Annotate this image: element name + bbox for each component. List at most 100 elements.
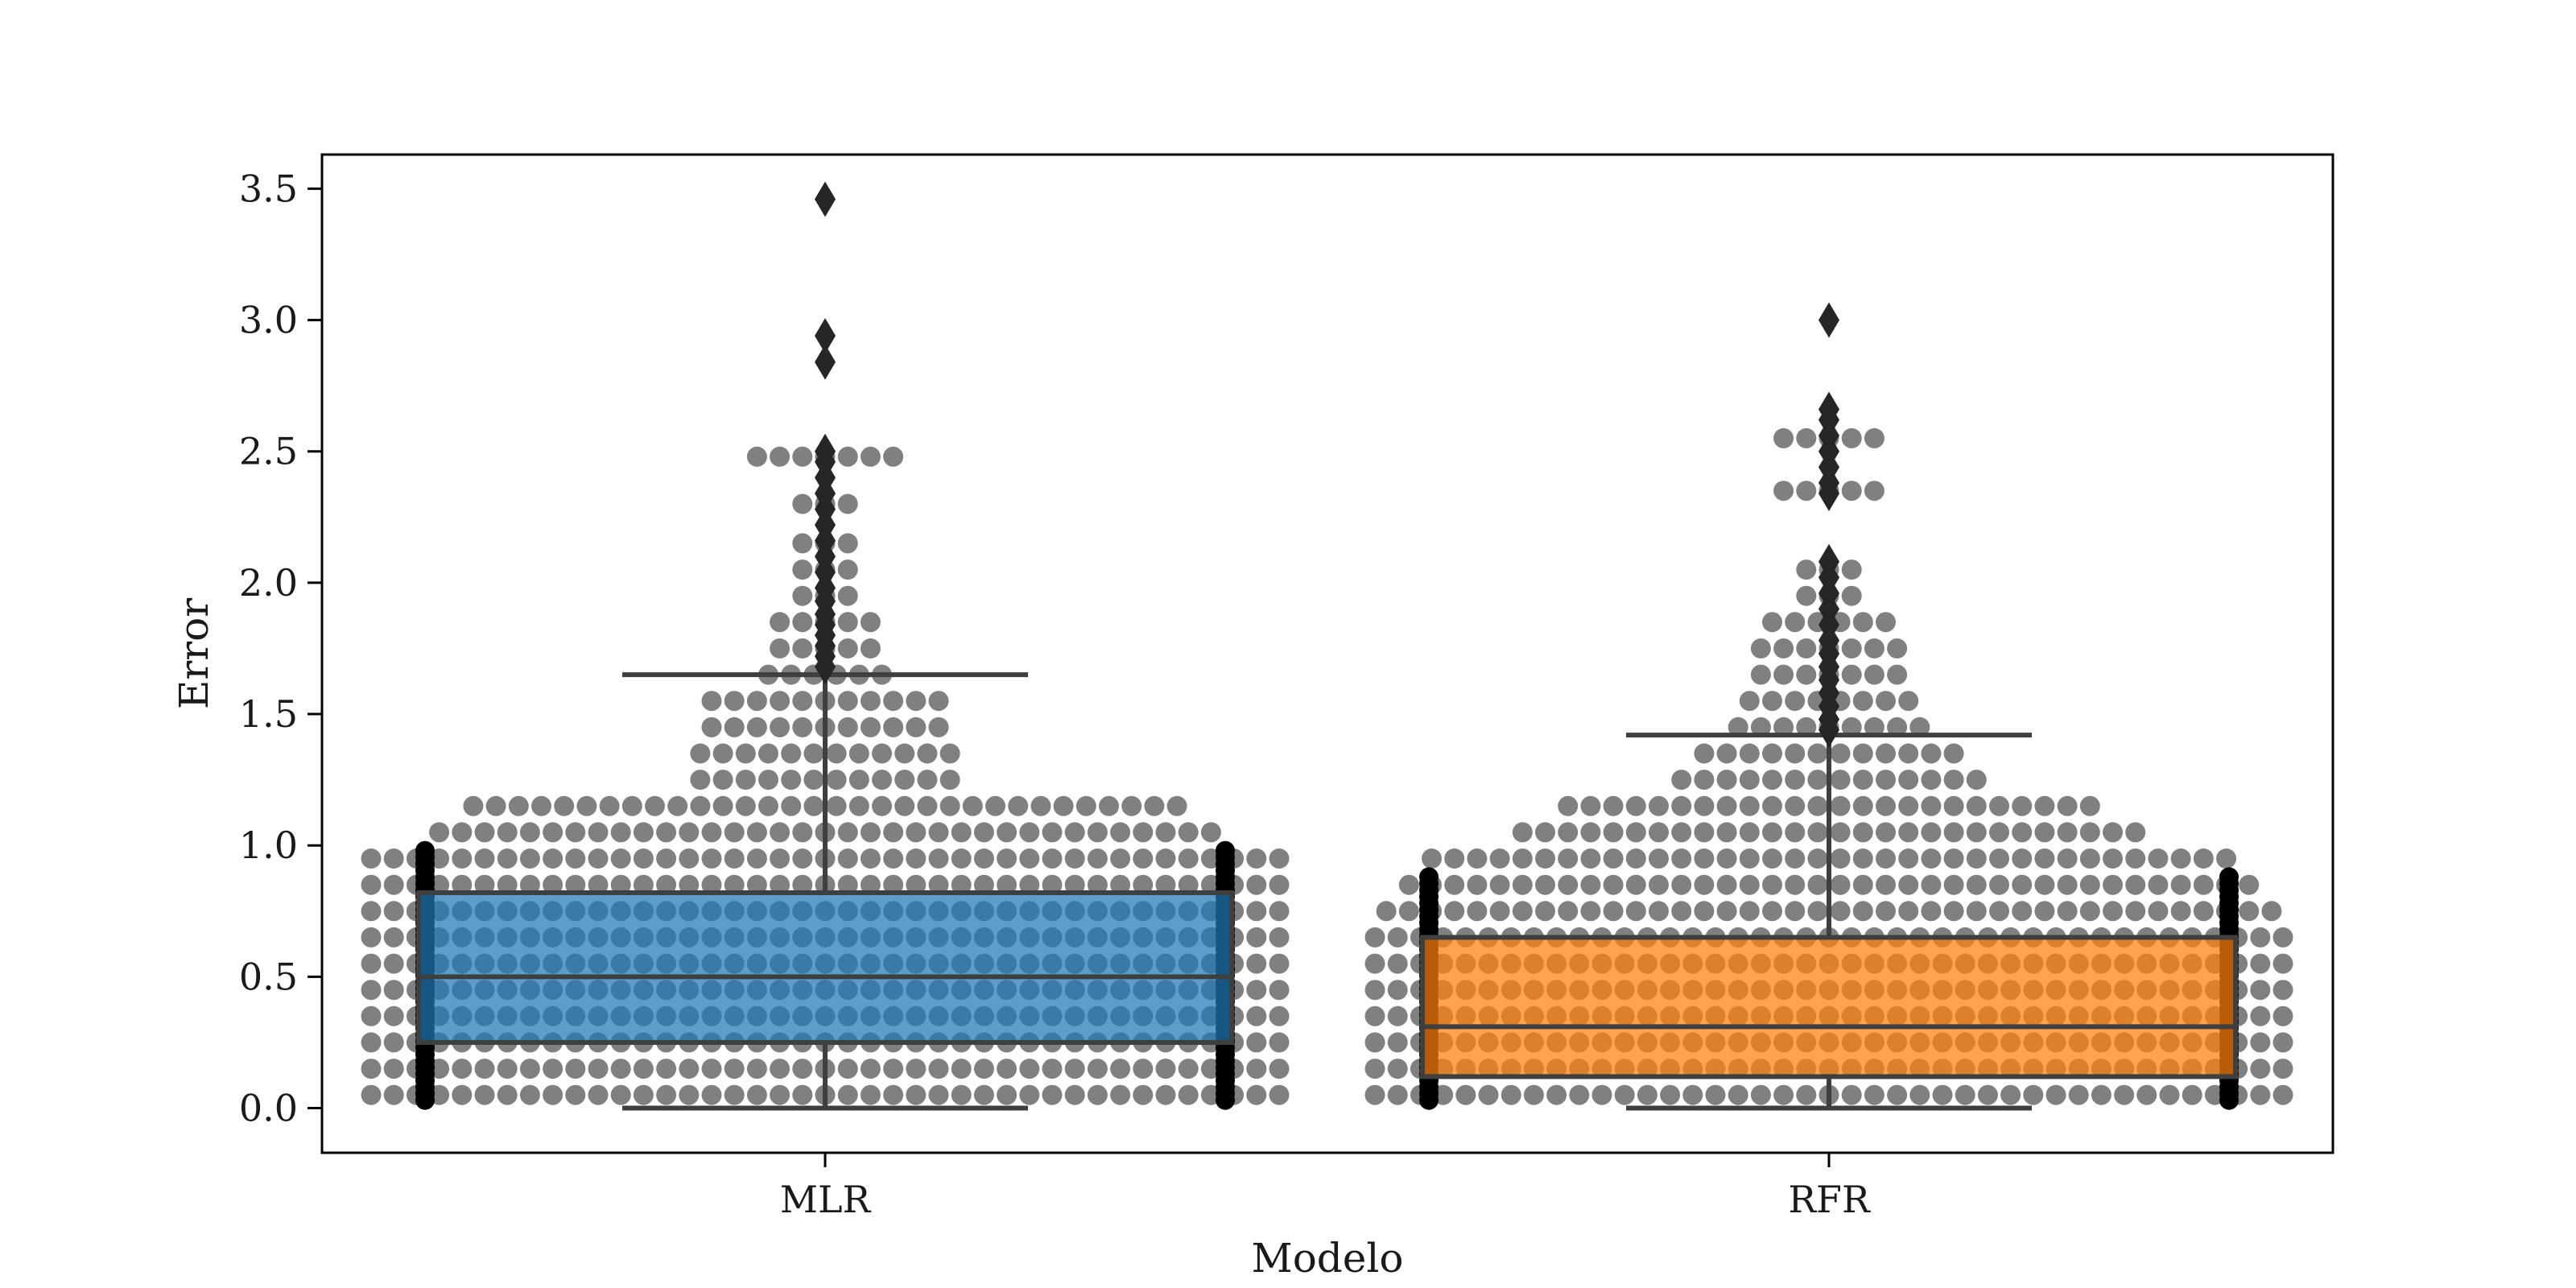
swarm-point bbox=[860, 691, 881, 712]
swarm-point bbox=[883, 822, 904, 843]
swarm-point bbox=[610, 848, 631, 869]
swarm-point bbox=[1269, 901, 1290, 922]
swarm-point bbox=[837, 638, 858, 658]
swarm-point bbox=[667, 795, 688, 816]
swarm-point bbox=[2103, 874, 2123, 895]
swarm-point bbox=[906, 716, 927, 737]
swarm-point bbox=[1110, 848, 1131, 869]
swarm-point bbox=[826, 795, 847, 816]
swarm-point bbox=[679, 848, 700, 869]
swarm-point bbox=[1762, 874, 1782, 895]
swarm-point bbox=[1246, 874, 1267, 895]
swarm-point bbox=[1649, 822, 1669, 843]
swarm-point bbox=[383, 927, 404, 947]
swarm-point bbox=[1133, 1059, 1154, 1080]
swarm-point bbox=[1376, 901, 1397, 922]
swarm-point bbox=[837, 691, 858, 712]
swarm-point bbox=[1110, 874, 1131, 895]
swarm-point bbox=[1269, 1059, 1290, 1080]
swarm-point bbox=[1898, 691, 1919, 712]
swarm-point bbox=[2012, 901, 2033, 922]
swarm-point bbox=[1716, 795, 1737, 816]
swarm-point bbox=[1042, 822, 1063, 843]
swarm-point bbox=[2273, 1005, 2293, 1026]
swarm-point bbox=[679, 1084, 700, 1105]
swarm-point bbox=[1773, 716, 1794, 737]
swarm-point bbox=[519, 848, 540, 869]
swarm-point bbox=[1478, 1084, 1499, 1105]
swarm-point bbox=[543, 848, 564, 869]
swarm-point bbox=[1909, 1084, 1930, 1105]
swarm-point bbox=[565, 1084, 586, 1105]
swarm-point bbox=[792, 638, 813, 658]
swarm-point bbox=[610, 1084, 631, 1105]
swarm-point bbox=[1030, 795, 1051, 816]
swarm-point bbox=[2250, 1059, 2271, 1080]
swarm-point bbox=[746, 716, 767, 737]
swarm-point bbox=[1155, 848, 1176, 869]
swarm-point bbox=[1200, 822, 1221, 843]
swarm-point bbox=[2091, 1084, 2112, 1105]
swarm-point bbox=[883, 1084, 904, 1105]
swarm-point bbox=[1133, 822, 1154, 843]
swarm-point bbox=[1166, 795, 1187, 816]
swarm-point bbox=[1649, 848, 1669, 869]
swarm-point bbox=[565, 822, 586, 843]
outlier-marker bbox=[1818, 543, 1839, 580]
swarm-point bbox=[1852, 743, 1873, 764]
swarm-point bbox=[1535, 822, 1555, 843]
swarm-point bbox=[1694, 770, 1715, 791]
swarm-point bbox=[928, 848, 949, 869]
swarm-point bbox=[497, 1084, 518, 1105]
swarm-point bbox=[1155, 822, 1176, 843]
swarm-point bbox=[1841, 1084, 1862, 1105]
swarm-point bbox=[792, 559, 813, 580]
swarm-point bbox=[2148, 901, 2169, 922]
swarm-point bbox=[746, 691, 767, 712]
swarm-point bbox=[792, 822, 813, 843]
swarm-point bbox=[781, 795, 802, 816]
swarm-point bbox=[1989, 795, 2009, 816]
swarm-point bbox=[1864, 427, 1885, 448]
swarm-point bbox=[531, 795, 551, 816]
swarm-point bbox=[610, 874, 631, 895]
swarm-point bbox=[928, 1059, 949, 1080]
swarm-point bbox=[1785, 874, 1806, 895]
outlier-marker bbox=[1818, 302, 1839, 338]
x-tick-label: MLR bbox=[780, 1178, 872, 1221]
swarm-point bbox=[872, 770, 892, 791]
swarm-point bbox=[1705, 1084, 1726, 1105]
swarm-point bbox=[1762, 612, 1782, 633]
swarm-point bbox=[803, 743, 824, 764]
swarm-point bbox=[1569, 1084, 1590, 1105]
swarm-point bbox=[1535, 901, 1555, 922]
swarm-point bbox=[2079, 901, 2100, 922]
y-tick-label: 3.5 bbox=[239, 167, 298, 210]
swarm-point bbox=[894, 743, 915, 764]
swarm-point bbox=[1977, 1084, 1998, 1105]
swarm-point bbox=[792, 848, 813, 869]
swarm-point bbox=[543, 874, 564, 895]
swarm-point bbox=[1155, 1059, 1176, 1080]
swarm-point bbox=[860, 1084, 881, 1105]
swarm-point bbox=[2103, 848, 2123, 869]
swarm-point bbox=[2114, 1084, 2135, 1105]
boxes-layer bbox=[416, 181, 2238, 1111]
swarm-point bbox=[565, 874, 586, 895]
swarm-point bbox=[939, 770, 960, 791]
swarm-point bbox=[1671, 848, 1692, 869]
swarm-point bbox=[792, 533, 813, 554]
swarm-point bbox=[1796, 427, 1817, 448]
swarm-point bbox=[939, 743, 960, 764]
y-tick-label: 0.5 bbox=[239, 955, 298, 998]
swarm-point bbox=[973, 874, 994, 895]
swarm-point bbox=[906, 1084, 927, 1105]
swarm-point bbox=[2034, 822, 2055, 843]
swarm-point bbox=[1387, 1032, 1408, 1053]
swarm-point bbox=[2057, 795, 2078, 816]
swarm-point bbox=[645, 795, 665, 816]
swarm-point bbox=[1694, 822, 1715, 843]
swarm-point bbox=[1614, 1084, 1635, 1105]
swarm-point bbox=[1364, 1032, 1385, 1053]
swarm-point bbox=[1121, 795, 1142, 816]
